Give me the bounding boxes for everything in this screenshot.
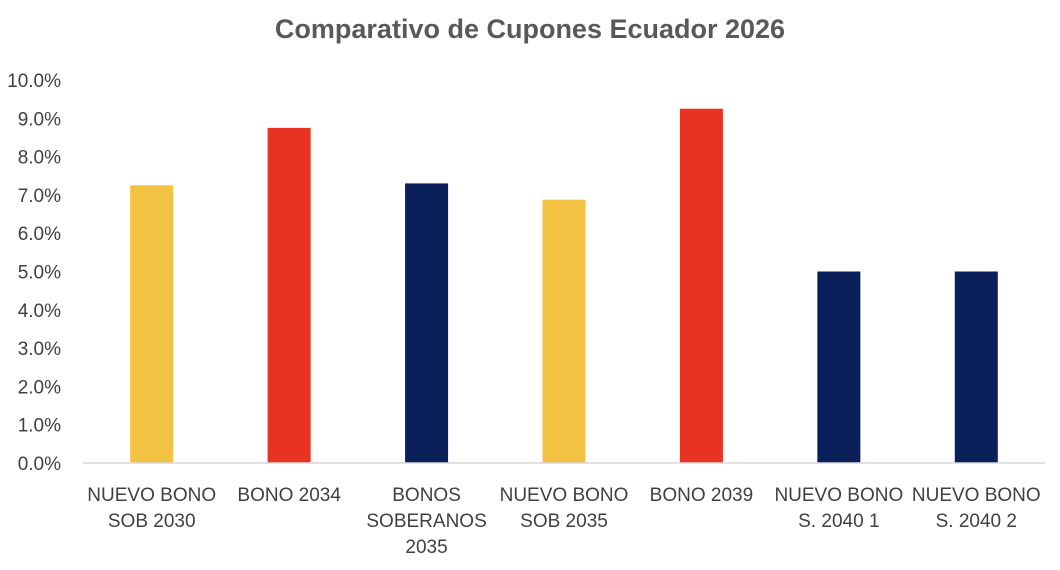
bar xyxy=(954,271,998,463)
y-tick-label: 2.0% xyxy=(18,377,61,398)
y-tick-label: 3.0% xyxy=(18,339,61,360)
x-category-label: BONOS SOBERANOS 2035 xyxy=(366,485,486,558)
y-axis-ticks: 0.0% 1.0% 2.0% 3.0% 4.0% 5.0% 6.0% 7.0% 8.0% 9.0%… xyxy=(7,71,61,475)
bar xyxy=(405,183,449,463)
y-tick-label: 9.0% xyxy=(18,109,61,130)
y-tick-label: 7.0% xyxy=(18,186,61,207)
x-category-label: BONO 2034 xyxy=(237,485,341,506)
y-tick-label: 8.0% xyxy=(18,148,61,169)
x-category-label: NUEVO BONO S. 2040 1 xyxy=(774,485,903,532)
bar xyxy=(817,271,861,463)
x-category-label: NUEVO BONO SOB 2035 xyxy=(500,485,629,532)
y-tick-label: 1.0% xyxy=(18,416,61,437)
y-tick-label: 10.0% xyxy=(7,71,61,92)
bar xyxy=(542,199,586,463)
x-axis-labels: NUEVO BONO SOB 2030 BONO 2034 BONOS SOBERANO… xyxy=(87,485,1040,558)
x-category-label: BONO 2039 xyxy=(650,485,754,506)
bar xyxy=(267,127,311,463)
bar xyxy=(679,108,723,463)
y-tick-label: 5.0% xyxy=(18,263,61,284)
bars xyxy=(130,108,998,463)
y-tick-label: 4.0% xyxy=(18,301,61,322)
x-category-label: NUEVO BONO S. 2040 2 xyxy=(912,485,1041,532)
bar xyxy=(130,185,174,463)
y-tick-label: 6.0% xyxy=(18,224,61,245)
y-tick-label: 0.0% xyxy=(18,454,61,475)
chart-title: Comparativo de Cupones Ecuador 2026 xyxy=(275,14,785,44)
x-category-label: NUEVO BONO SOB 2030 xyxy=(87,485,216,532)
